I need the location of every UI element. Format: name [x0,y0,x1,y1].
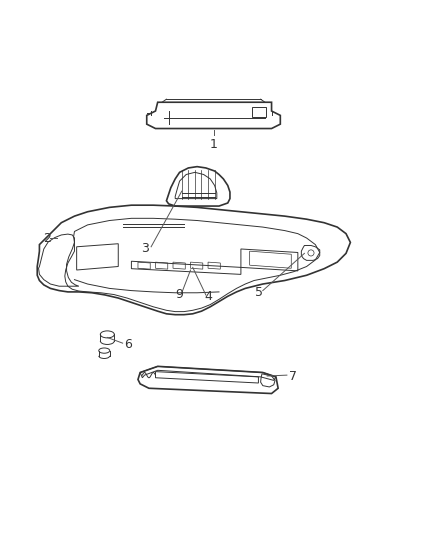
Text: 5: 5 [255,286,263,300]
Text: 2: 2 [43,231,51,245]
Bar [252,107,266,117]
Text: 1: 1 [210,138,218,151]
Text: 4: 4 [205,290,212,303]
Text: 7: 7 [289,369,297,383]
Text: 9: 9 [175,288,183,301]
Text: 3: 3 [141,243,149,255]
Text: 6: 6 [124,338,132,351]
